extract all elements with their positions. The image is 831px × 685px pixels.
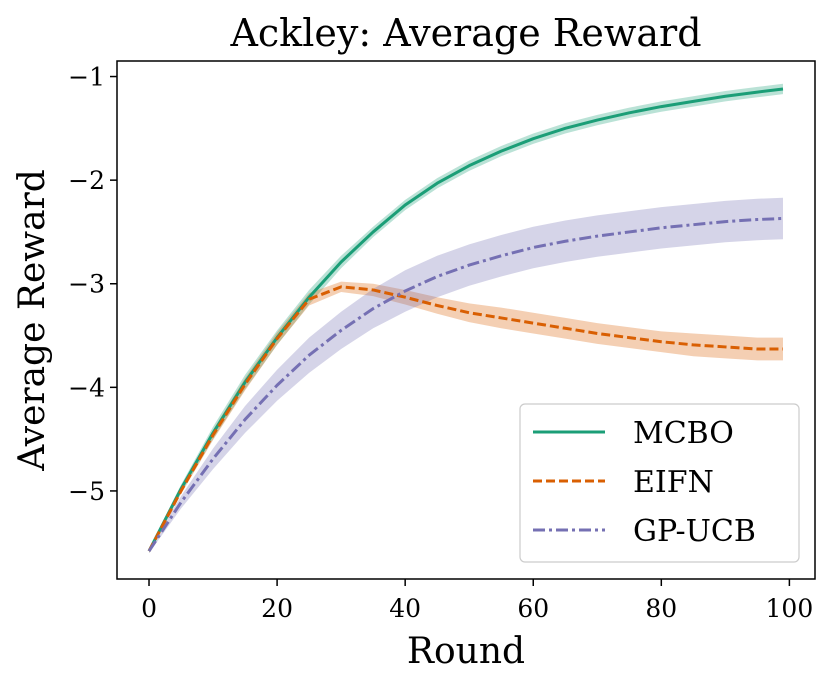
x-tick-label: 20 [261, 594, 293, 623]
y-tick-label: −5 [68, 477, 105, 506]
legend-label-mcbo: MCBO [633, 416, 734, 451]
x-tick-label: 0 [141, 594, 157, 623]
y-tick-label: −3 [68, 270, 105, 299]
line-gp-ucb [147, 216, 784, 552]
chart-title: Ackley: Average Reward [229, 11, 701, 55]
x-tick-label: 80 [645, 594, 677, 623]
legend-label-eifn: EIFN [633, 465, 714, 500]
y-tick-label: −2 [68, 166, 105, 195]
line-eifn [147, 285, 783, 552]
y-tick-label: −1 [68, 63, 105, 92]
x-tick-label: 40 [389, 594, 421, 623]
legend: MCBO EIFN GP-UCB [519, 403, 800, 563]
legend-label-gp-ucb: GP-UCB [633, 514, 756, 549]
x-axis-title: Round [407, 631, 525, 672]
y-axis-ticks: −1 −2 −3 −4 −5 [68, 63, 117, 506]
legend-frame [519, 403, 800, 563]
x-tick-label: 100 [766, 594, 814, 623]
x-axis-ticks: 0 20 40 60 80 100 [141, 579, 813, 623]
plot-area-frame [116, 60, 816, 580]
series-lines [147, 87, 784, 552]
y-tick-label: −4 [68, 373, 105, 402]
y-axis-title: Average Reward [12, 169, 53, 472]
confidence-bands [149, 83, 783, 554]
band-gp-ucb [149, 197, 783, 554]
x-tick-label: 60 [517, 594, 549, 623]
